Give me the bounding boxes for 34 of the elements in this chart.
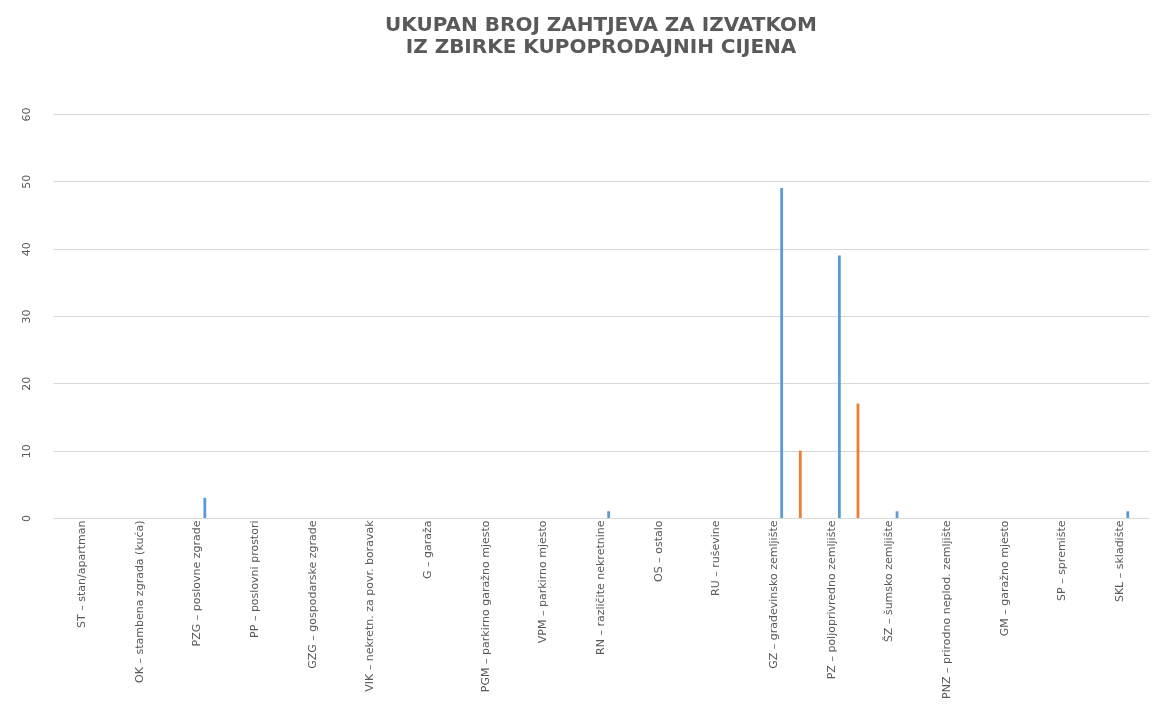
x-tick-label: GZ – građevinsko zemljište <box>767 520 781 669</box>
y-tick-label: 0 <box>19 515 33 522</box>
bar <box>837 255 841 518</box>
text: UKUPAN BROJ ZAHTJEVA ZA IZVATKOM <box>385 12 817 36</box>
y-tick-label: 10 <box>19 444 33 459</box>
bar <box>607 511 611 518</box>
x-tick-label: RU – ruševine <box>709 520 723 596</box>
x-tick-label: OS – ostalo <box>651 520 665 582</box>
text: IZ ZBIRKE KUPOPRODAJNIH CIJENA <box>405 34 797 58</box>
y-tick-label: 40 <box>19 242 33 257</box>
x-tick-label: SP – spremište <box>1055 520 1069 601</box>
y-tick-label: 20 <box>19 376 33 391</box>
x-tick-label: GM – garažno mjesto <box>997 520 1011 637</box>
y-tick-label: 60 <box>19 107 33 122</box>
x-tick-label: SKL – skladište <box>1113 520 1127 603</box>
bar <box>203 497 207 518</box>
x-tick-label: PNZ – prirodno neplod. zemljište <box>940 520 954 699</box>
x-tick-label: VPM – parkirno mjesto <box>536 520 550 644</box>
y-tick-label: 30 <box>19 309 33 324</box>
x-tick-label: PZG – poslovne zgrade <box>190 520 204 647</box>
x-tick-label: VIK – nekretn. za povr. boravak <box>363 519 377 692</box>
x-tick-label: PZ – poljoprivredno zemljište <box>824 520 838 680</box>
x-tick-label: GZG – gospodarske zgrade <box>305 520 319 669</box>
x-tick-label: RN – različite nekretnine <box>594 520 607 655</box>
x-tick-label: PP – poslovni prostori <box>247 520 261 638</box>
x-tick-label: PGM – parkirno garažno mjesto <box>478 520 492 693</box>
x-tick-label: ŠZ – šumsko zemljište <box>882 520 896 643</box>
y-tick-label: 50 <box>19 174 33 189</box>
x-tick-label: ST – stan/apartman <box>74 520 88 628</box>
bar <box>798 450 802 518</box>
x-tick-label: OK – stambena zgrada (kuća) <box>132 520 146 683</box>
x-tick-label: G – garaža <box>420 520 434 580</box>
bar <box>780 188 784 518</box>
bar <box>1126 511 1130 518</box>
